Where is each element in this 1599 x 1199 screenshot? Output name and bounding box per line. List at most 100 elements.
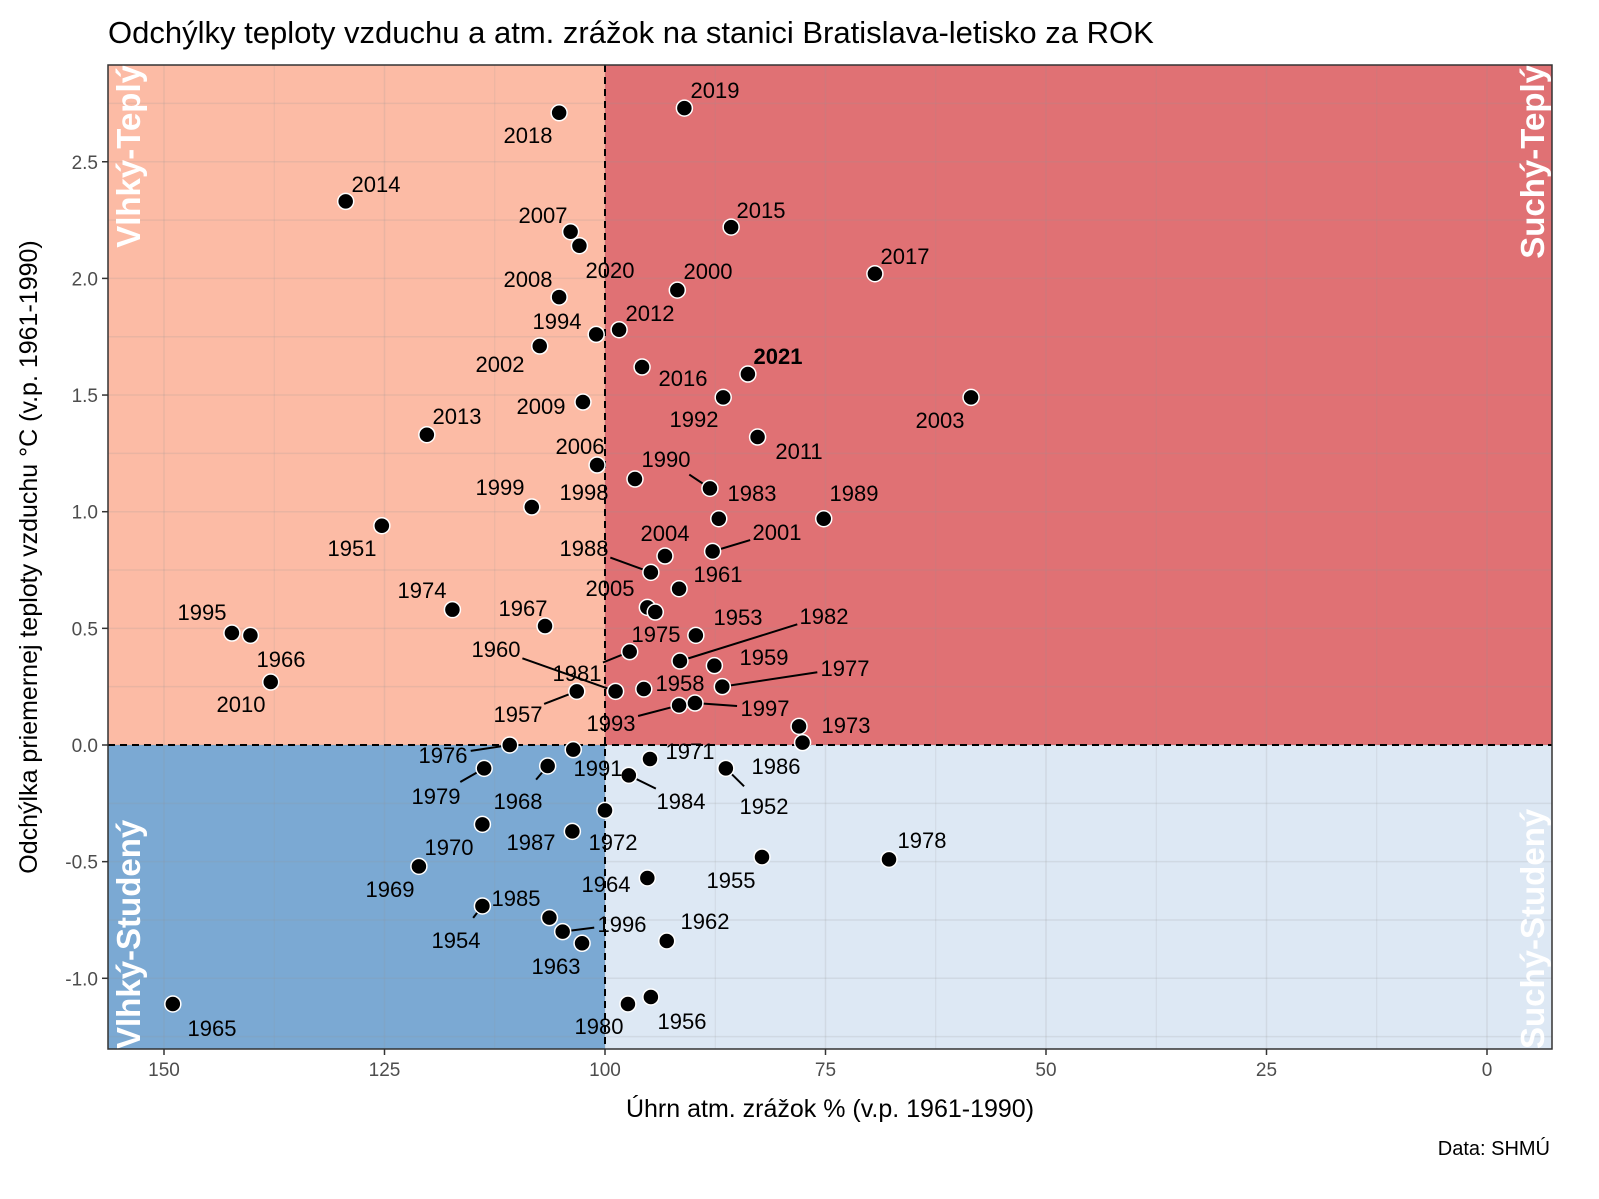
data-point-2016 [633,358,651,376]
point-label: 2009 [517,394,566,419]
data-point-1974 [443,600,462,619]
point-label: 1992 [670,407,719,432]
data-point-2007 [561,222,580,241]
caption: Data: SHMÚ [1438,1137,1550,1160]
data-point-1959 [705,656,724,675]
point-label: 2011 [775,439,822,464]
data-point-2006 [588,456,606,474]
data-point-1986 [793,733,812,752]
point-label: 2016 [659,366,708,391]
data-point-2013 [418,425,436,444]
data-point-1960 [606,682,625,701]
data-point-1964 [638,869,657,887]
data-point-1957 [568,682,586,701]
y-tick-label: 2.5 [72,153,98,174]
data-point-1982 [671,652,689,670]
x-axis-label: Úhrn atm. zrážok % (v.p. 1961-1990) [626,1094,1034,1123]
x-tick-label: 100 [589,1060,621,1081]
point-label: 1956 [658,1009,707,1034]
point-label: 2015 [737,198,786,223]
data-point-1956 [642,988,660,1006]
point-label: 1983 [728,481,777,506]
data-point-1987 [563,822,582,841]
quadrant-wet-warm [108,65,605,745]
point-label: 1964 [582,872,631,897]
quadrant-label: Suchý-Teplý [1514,64,1551,258]
quadrant-labels: Vlhký-Teplý Suchý-Teplý Vlhký-Studený Suchý… [110,64,1551,1049]
data-point-1983 [710,509,728,528]
data-point-1958 [635,680,653,698]
point-label: 1972 [589,830,638,855]
point-label: 1988 [560,536,609,561]
data-point-2009 [574,393,592,411]
x-tick-label: 75 [815,1060,836,1081]
leader-line [679,623,798,662]
point-label: 1974 [398,578,447,603]
point-label: 1990 [642,447,691,472]
point-label: 2004 [641,521,690,546]
point-label: 1981 [553,661,602,686]
data-point-1990 [701,479,719,498]
data-point-1965 [164,995,182,1013]
point-label: 1975 [632,622,681,647]
data-point-1996 [553,922,572,941]
point-label: 1976 [419,743,468,768]
y-tick-label: -1.0 [65,969,98,990]
chart-title: Odchýlky teploty vzduchu a atm. zrážok n… [108,15,1154,50]
data-point-2002 [530,337,549,355]
point-label: 1978 [898,828,947,853]
data-point-2004 [656,547,674,565]
point-label: 1955 [707,868,756,893]
data-point-2021 [739,365,757,383]
data-point-1976 [500,736,519,754]
x-tick-label: 25 [1256,1060,1277,1081]
point-label: 1963 [532,954,581,979]
data-point-1962 [657,932,676,950]
data-point-1971 [641,750,659,768]
point-label: 1982 [800,604,849,629]
data-point-1998 [626,470,644,488]
data-point-1975 [687,626,705,645]
data-point-1999 [523,498,541,516]
point-label: 2006 [556,434,605,459]
y-tick-label: 2.0 [72,269,98,290]
point-label: 2021 [754,344,803,369]
plot-frame [107,64,1553,1050]
point-label: 2010 [217,692,266,717]
data-point-1993 [670,696,688,715]
point-label: 2020 [586,258,635,283]
point-label: 2001 [753,520,802,545]
data-point-1953 [646,603,665,621]
point-label: 2007 [519,203,568,228]
quadrant-label: Vlhký-Teplý [110,64,147,247]
point-label: 1952 [740,794,789,819]
data-point-2000 [668,281,687,299]
point-label: 1986 [752,754,801,779]
point-label: 1993 [587,711,636,736]
data-point-1995 [223,624,241,642]
point-label: 1999 [476,475,525,500]
data-point-2008 [550,288,568,306]
point-label: 1954 [432,928,481,953]
point-label: 1991 [574,756,623,781]
point-label: 1965 [188,1016,237,1041]
point-label: 1985 [492,886,541,911]
quadrant-wet-cold [108,745,605,1049]
point-label: 2019 [691,78,740,103]
data-point-1992 [714,388,732,407]
point-label: 1967 [499,596,548,621]
point-label: 1961 [694,562,743,587]
data-point-1981 [620,642,639,661]
data-point-1972 [596,801,614,820]
data-point-1973 [790,717,808,736]
point-label: 1973 [822,713,871,738]
point-label: 1987 [507,830,556,855]
point-label: 1996 [598,912,647,937]
point-label: 1995 [178,600,227,625]
point-label: 1984 [657,789,706,814]
data-point-1963 [573,934,591,953]
data-point-2015 [722,218,740,236]
point-label: 1959 [740,645,789,670]
data-point-1952 [717,759,735,778]
data-point-1954 [473,897,492,915]
